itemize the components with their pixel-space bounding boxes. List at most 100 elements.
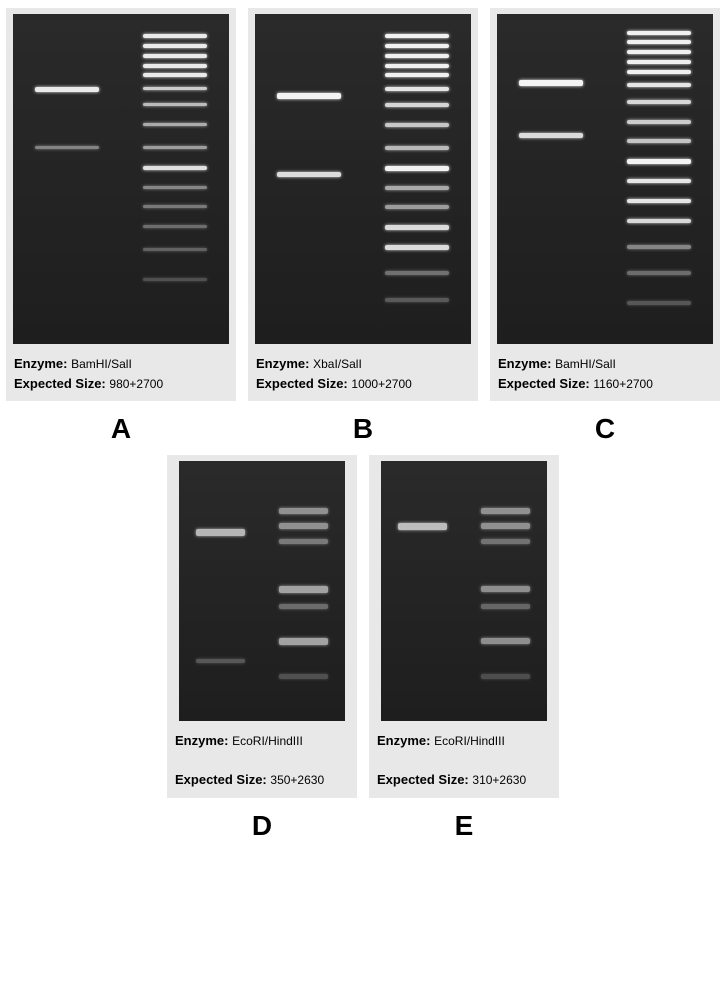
gel-band — [385, 64, 450, 68]
gel-band — [385, 73, 450, 77]
size-value: 310+2630 — [472, 773, 526, 787]
gel-band — [143, 186, 208, 189]
gel-band — [385, 103, 450, 107]
gel-band — [279, 674, 329, 679]
gel-band — [143, 73, 208, 77]
enzyme-value: EcoRI/HindIII — [434, 734, 505, 748]
gel-band — [279, 638, 329, 645]
ladder-lane — [464, 461, 547, 721]
sample-lane — [179, 461, 262, 721]
enzyme-label: Enzyme: — [256, 356, 309, 371]
panel-E: Enzyme: EcoRI/HindIII Expected Size: 310… — [369, 455, 559, 798]
gel-band — [385, 298, 450, 302]
gel-band — [143, 123, 208, 126]
gel-band — [385, 245, 450, 250]
caption-E: Enzyme: EcoRI/HindIII Expected Size: 310… — [369, 729, 559, 792]
gel-band — [627, 31, 692, 35]
gel-band — [481, 586, 531, 592]
gel-band — [35, 87, 100, 92]
gel-band — [627, 50, 692, 54]
size-value: 1160+2700 — [593, 377, 653, 391]
panel-row-bottom: Enzyme: EcoRI/HindIII Expected Size: 350… — [4, 455, 722, 798]
gel-band — [385, 123, 450, 127]
gel-band — [627, 159, 692, 164]
gel-band — [143, 54, 208, 58]
panel-label-A: A — [6, 413, 236, 445]
gel-band — [143, 166, 208, 170]
size-label: Expected Size: — [175, 772, 267, 787]
gel-B — [255, 14, 471, 344]
enzyme-value: BamHI/SalI — [71, 357, 132, 371]
enzyme-value: XbaI/SalI — [313, 357, 362, 371]
panel-label-E: E — [369, 810, 559, 842]
gel-band — [385, 205, 450, 209]
gel-band — [385, 34, 450, 38]
gel-band — [385, 186, 450, 190]
gel-band — [385, 225, 450, 230]
gel-band — [627, 301, 692, 305]
gel-band — [196, 659, 246, 663]
gel-band — [627, 70, 692, 74]
gel-band — [277, 93, 342, 99]
gel-band — [481, 539, 531, 544]
gel-band — [277, 172, 342, 177]
gel-band — [143, 87, 208, 90]
panel-D: Enzyme: EcoRI/HindIII Expected Size: 350… — [167, 455, 357, 798]
caption-C: Enzyme: BamHI/SalI Expected Size: 1160+2… — [490, 352, 720, 395]
gel-band — [385, 166, 450, 171]
sample-lane — [255, 14, 363, 344]
gel-band — [481, 604, 531, 609]
ladder-lane — [605, 14, 713, 344]
size-label: Expected Size: — [498, 376, 590, 391]
sample-lane — [497, 14, 605, 344]
panel-C: Enzyme: BamHI/SalI Expected Size: 1160+2… — [490, 8, 720, 401]
panel-A: Enzyme: BamHI/SalI Expected Size: 980+27… — [6, 8, 236, 401]
gel-band — [196, 529, 246, 536]
panel-B: Enzyme: XbaI/SalI Expected Size: 1000+27… — [248, 8, 478, 401]
gel-band — [481, 638, 531, 644]
gel-band — [627, 271, 692, 275]
gel-band — [627, 245, 692, 249]
gel-band — [143, 64, 208, 68]
gel-band — [481, 674, 531, 679]
ladder-lane — [363, 14, 471, 344]
labels-row-top: A B C — [4, 409, 722, 455]
gel-A — [13, 14, 229, 344]
gel-band — [385, 271, 450, 275]
gel-band — [143, 34, 208, 38]
size-label: Expected Size: — [377, 772, 469, 787]
panel-label-C: C — [490, 413, 720, 445]
gel-band — [143, 44, 208, 48]
gel-band — [627, 139, 692, 143]
size-value: 1000+2700 — [351, 377, 411, 391]
gel-band — [627, 120, 692, 124]
panel-row-top: Enzyme: BamHI/SalI Expected Size: 980+27… — [4, 8, 722, 401]
gel-band — [627, 219, 692, 223]
gel-band — [627, 100, 692, 104]
gel-band — [627, 83, 692, 87]
enzyme-label: Enzyme: — [14, 356, 67, 371]
enzyme-label: Enzyme: — [377, 733, 430, 748]
gel-band — [481, 523, 531, 529]
enzyme-label: Enzyme: — [498, 356, 551, 371]
labels-row-bottom: D E — [4, 806, 722, 852]
gel-band — [143, 248, 208, 251]
gel-band — [519, 80, 584, 86]
gel-band — [35, 146, 100, 149]
size-label: Expected Size: — [14, 376, 106, 391]
gel-band — [143, 225, 208, 228]
size-label: Expected Size: — [256, 376, 348, 391]
gel-C — [497, 14, 713, 344]
gel-E — [381, 461, 547, 721]
gel-band — [385, 87, 450, 91]
gel-band — [385, 44, 450, 48]
caption-A: Enzyme: BamHI/SalI Expected Size: 980+27… — [6, 352, 236, 395]
gel-band — [627, 199, 692, 203]
gel-band — [279, 586, 329, 593]
gel-band — [398, 523, 448, 530]
gel-band — [279, 523, 329, 529]
caption-D: Enzyme: EcoRI/HindIII Expected Size: 350… — [167, 729, 357, 792]
gel-band — [385, 54, 450, 58]
gel-band — [143, 205, 208, 208]
size-value: 980+2700 — [109, 377, 163, 391]
